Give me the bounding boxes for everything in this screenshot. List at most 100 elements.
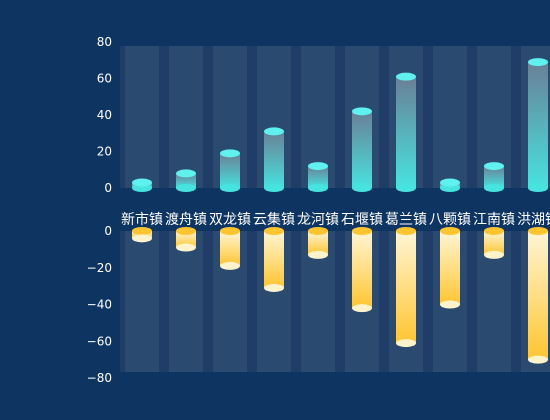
top-bar-base [264, 184, 284, 192]
bottom-bar-base [308, 227, 328, 235]
bottom-bar-base [396, 227, 416, 235]
top-bar [308, 162, 328, 192]
top-bar-body [484, 166, 504, 188]
bottom-bar [528, 227, 548, 364]
top-bar [264, 127, 284, 192]
bottom-bar-body [528, 231, 548, 360]
bottom-bar-base [220, 227, 240, 235]
category-labels: 新市镇渡舟镇双龙镇云集镇龙河镇石堰镇葛兰镇八颗镇江南镇洪湖镇 [121, 211, 550, 228]
bottom-bar-body [176, 231, 196, 248]
bottom-band [169, 231, 203, 372]
bottom-bar-cap [528, 355, 548, 364]
bottom-bar-base [440, 227, 460, 235]
category-label: 石堰镇 [341, 212, 383, 228]
top-bar-body [352, 111, 372, 188]
top-bar-base [440, 184, 460, 192]
top-bar-body [396, 76, 416, 188]
bottom-y-tick-label: −60 [87, 334, 112, 348]
bottom-bar-body [396, 231, 416, 344]
bottom-bar-cap [264, 283, 284, 292]
top-bar [396, 72, 416, 192]
bottom-bar [308, 227, 328, 259]
bottom-bar-base [132, 227, 152, 235]
top-bar [440, 178, 460, 192]
top-bar-cap [308, 162, 328, 171]
category-label: 江南镇 [473, 212, 515, 228]
bottom-bar-cap [440, 300, 460, 309]
top-bar-body [308, 166, 328, 188]
category-label: 洪湖镇 [517, 212, 550, 228]
top-band [169, 46, 203, 188]
top-bar-base [176, 184, 196, 192]
category-label: 八颗镇 [429, 212, 471, 228]
top-bar-base [528, 184, 548, 192]
bottom-bar-cap [132, 234, 152, 243]
bottom-bar [220, 227, 240, 270]
bottom-bar [264, 227, 284, 292]
top-bar [176, 169, 196, 192]
bottom-bar-body [440, 231, 460, 305]
top-bar-body [220, 153, 240, 188]
top-bar-base [220, 184, 240, 192]
top-y-tick-label: 0 [104, 181, 112, 195]
bottom-bar-cap [352, 304, 372, 313]
top-bar-body [176, 173, 196, 188]
category-label: 龙河镇 [297, 212, 339, 228]
top-bar-base [484, 184, 504, 192]
bottom-bar [396, 227, 416, 348]
top-bar-cap [352, 107, 372, 116]
top-y-tick-label: 20 [97, 145, 112, 159]
bottom-bar-body [220, 231, 240, 266]
top-bar-base [396, 184, 416, 192]
bottom-bar-cap [308, 250, 328, 259]
top-bar [220, 149, 240, 192]
top-y-axis: 0 20 40 60 80 [97, 35, 112, 195]
bottom-bar [132, 227, 152, 243]
bottom-bar-base [352, 227, 372, 235]
bottom-plot-background [120, 231, 550, 372]
top-bar [352, 107, 372, 192]
bottom-bar-base [484, 227, 504, 235]
top-y-tick-label: 80 [97, 35, 112, 49]
top-bar-base [308, 184, 328, 192]
top-bar-cap [176, 169, 196, 178]
bottom-y-tick-label: −40 [87, 298, 112, 312]
category-label: 新市镇 [121, 211, 163, 228]
bottom-bar-cap [396, 339, 416, 348]
bottom-bar-body [352, 231, 372, 309]
bottom-bar-base [176, 227, 196, 235]
top-bar [528, 58, 548, 192]
top-bar [132, 178, 152, 192]
top-bar-cap [264, 127, 284, 136]
top-bar-body [528, 62, 548, 189]
bottom-bar [484, 227, 504, 259]
bottom-bar-body [308, 231, 328, 255]
top-bar-cap [440, 178, 460, 187]
top-bar-base [132, 184, 152, 192]
top-bar-cap [484, 162, 504, 171]
bottom-series-bars [132, 227, 548, 364]
bottom-bar-cap [220, 261, 240, 270]
bottom-bar-body [264, 231, 284, 288]
bottom-bar-body [484, 231, 504, 255]
top-band [125, 46, 159, 188]
category-label: 云集镇 [253, 211, 295, 228]
top-bar-cap [528, 58, 548, 67]
bottom-y-axis: 0 −20 −40 −60 −80 [87, 224, 112, 385]
bottom-bar-cap [176, 243, 196, 252]
bottom-y-tick-label: −80 [87, 371, 112, 385]
top-y-tick-label: 60 [97, 72, 112, 86]
top-bar-cap [396, 72, 416, 81]
top-bar-cap [132, 178, 152, 187]
bottom-band [125, 231, 159, 372]
bottom-bar-base [528, 227, 548, 235]
top-y-tick-label: 40 [97, 108, 112, 122]
top-bar [484, 162, 504, 192]
bottom-bar [440, 227, 460, 309]
bottom-bar [352, 227, 372, 313]
top-bar-cap [220, 149, 240, 158]
top-bar-body [264, 131, 284, 188]
top-band [433, 46, 467, 188]
bottom-bar-base [264, 227, 284, 235]
